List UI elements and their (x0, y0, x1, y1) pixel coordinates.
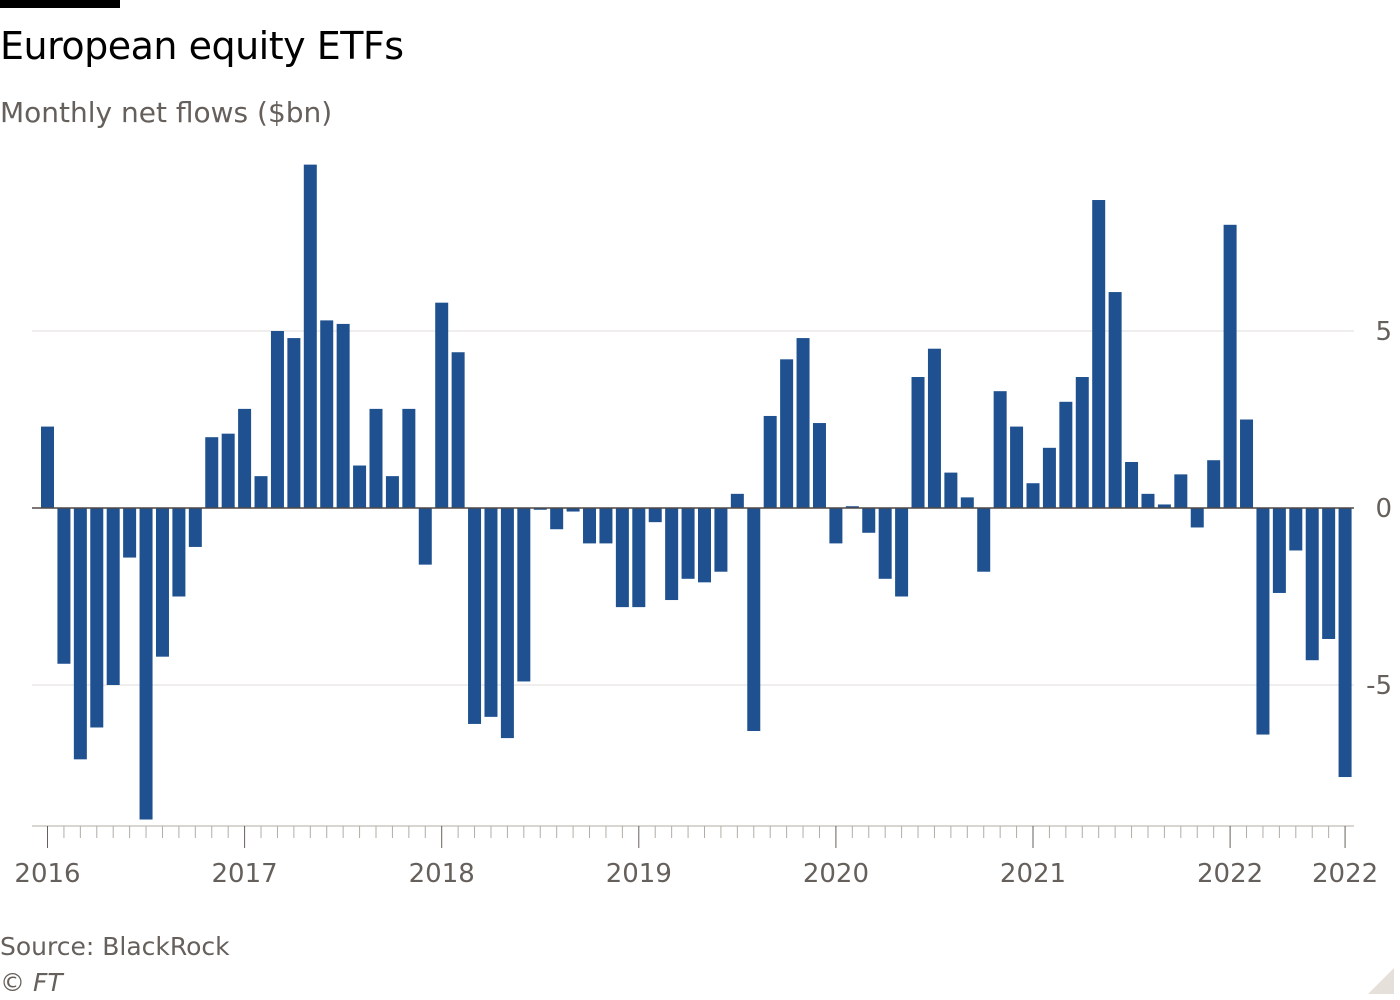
bar (1092, 200, 1106, 508)
bar (254, 476, 268, 508)
source-note: Source: BlackRock (0, 932, 230, 961)
bar (303, 164, 317, 508)
bar (845, 506, 859, 508)
x-tick-label: 2022 (1312, 859, 1378, 889)
bar (665, 508, 679, 601)
x-tick-label: 2017 (212, 859, 278, 889)
bar (1141, 493, 1155, 508)
bar (911, 377, 925, 508)
x-tick-label: 2022 (1197, 859, 1263, 889)
bar (155, 508, 169, 657)
y-tick-label: 5 (1375, 317, 1392, 347)
bar (57, 508, 71, 664)
bar (714, 508, 728, 572)
bar (73, 508, 87, 760)
bar (385, 476, 399, 508)
bar (1289, 508, 1303, 551)
bar (435, 302, 449, 508)
chart-title: European equity ETFs (0, 24, 404, 68)
bar (1338, 508, 1352, 778)
bar (500, 508, 514, 739)
bar (188, 508, 202, 547)
bar (599, 508, 613, 544)
bar (977, 508, 991, 572)
bar (369, 408, 383, 508)
corner-fold-icon (1368, 968, 1394, 994)
bar (1059, 401, 1073, 508)
bar (1174, 474, 1188, 508)
bar (336, 323, 350, 508)
bar (632, 508, 646, 608)
bar (583, 508, 597, 544)
bar (1010, 426, 1024, 508)
bar (172, 508, 186, 597)
bar (205, 437, 219, 508)
bar (533, 508, 547, 510)
bar (468, 508, 482, 724)
bar (927, 348, 941, 508)
bar (1125, 461, 1139, 508)
bar (320, 320, 334, 508)
bar (1075, 377, 1089, 508)
bar (238, 408, 252, 508)
bar (1256, 508, 1270, 735)
bar (862, 508, 876, 533)
bar (484, 508, 498, 717)
bar (993, 391, 1007, 508)
x-tick-label: 2016 (14, 859, 80, 889)
y-tick-label: -5 (1366, 671, 1392, 701)
y-tick-label: 0 (1375, 494, 1392, 524)
bar (41, 426, 54, 508)
bar (648, 508, 662, 523)
bar (895, 508, 909, 597)
bar (1272, 508, 1286, 593)
bar (418, 508, 432, 565)
x-tick-label: 2018 (409, 859, 475, 889)
bar (1305, 508, 1319, 661)
bar (402, 408, 416, 508)
bar (1322, 508, 1336, 639)
chart-subtitle: Monthly net flows ($bn) (0, 96, 333, 129)
bar (730, 493, 744, 508)
bar (270, 331, 284, 508)
bar (517, 508, 531, 682)
bar (139, 508, 153, 820)
bar (681, 508, 695, 579)
bar (1223, 224, 1237, 509)
bar (1042, 447, 1056, 508)
bar (780, 359, 794, 508)
bar (90, 508, 104, 728)
bar (1026, 483, 1040, 508)
bar (287, 338, 301, 508)
bar (353, 465, 367, 508)
bar (1240, 419, 1254, 508)
bar (960, 497, 974, 508)
bar (550, 508, 564, 530)
x-tick-label: 2019 (606, 859, 672, 889)
ft-credit: © FT (0, 968, 63, 997)
bar (1108, 292, 1122, 508)
x-tick-label: 2020 (803, 859, 869, 889)
bar (747, 508, 761, 732)
bar (1190, 508, 1204, 528)
bar (221, 433, 235, 508)
bar (615, 508, 629, 608)
bar (812, 423, 826, 508)
bar (123, 508, 137, 558)
bar (944, 472, 958, 508)
bar (796, 338, 810, 508)
bar (878, 508, 892, 579)
bar (451, 352, 465, 508)
bar (763, 415, 777, 508)
bar (829, 508, 843, 544)
bar-chart: 5 0 -5 2016 2017 2018 2019 2020 2021 2022 2022 (14, 164, 1392, 889)
top-rule (0, 0, 120, 8)
x-tick-label: 2021 (1000, 859, 1066, 889)
bar (106, 508, 120, 685)
bar (1207, 460, 1221, 508)
bar (1157, 504, 1171, 508)
bar (698, 508, 711, 583)
bar (566, 508, 580, 512)
